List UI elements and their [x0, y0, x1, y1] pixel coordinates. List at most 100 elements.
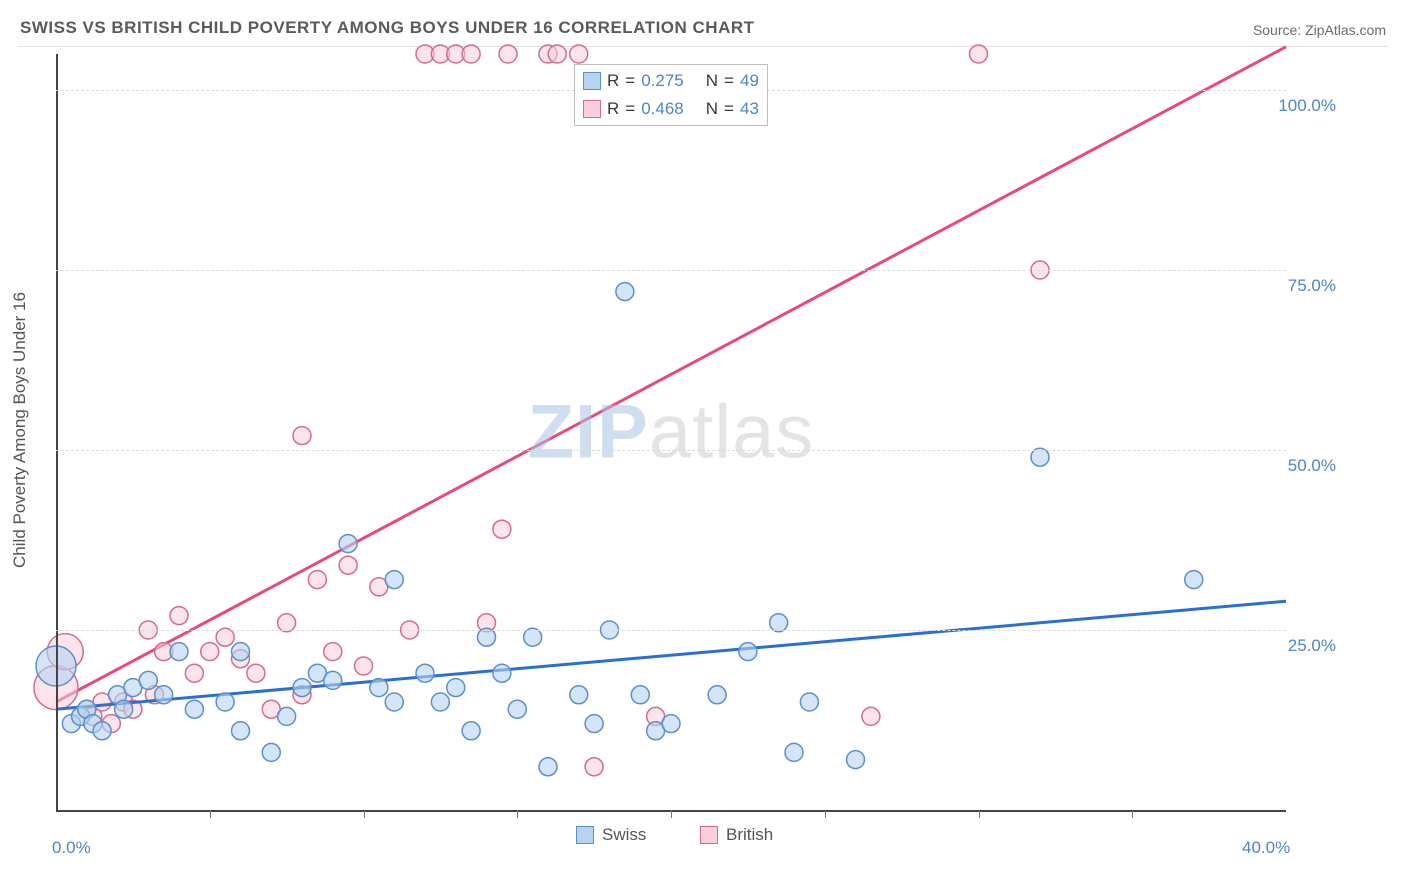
- data-point: [185, 664, 203, 682]
- data-point: [155, 686, 173, 704]
- y-tick-label: 50.0%: [1288, 456, 1336, 476]
- data-point: [385, 571, 403, 589]
- x-tick-mark: [825, 810, 826, 818]
- data-point: [185, 700, 203, 718]
- plot-area: ZIPatlas: [56, 54, 1286, 810]
- n-label-2: N: [706, 99, 718, 119]
- stats-row-swiss: R = 0.275 N = 49: [583, 67, 759, 95]
- r-label: R: [607, 71, 619, 91]
- data-point: [493, 664, 511, 682]
- british-swatch: [583, 100, 601, 118]
- data-point: [247, 664, 265, 682]
- data-point: [308, 571, 326, 589]
- data-point: [508, 700, 526, 718]
- data-point: [800, 693, 818, 711]
- bottom-legend-british: British: [700, 825, 773, 845]
- data-point: [201, 643, 219, 661]
- eq-label-3: =: [625, 99, 635, 119]
- data-point: [462, 722, 480, 740]
- chart-container: SWISS VS BRITISH CHILD POVERTY AMONG BOY…: [0, 0, 1406, 892]
- r-label-2: R: [607, 99, 619, 119]
- data-point: [585, 758, 603, 776]
- data-point: [416, 664, 434, 682]
- swiss-r-value: 0.275: [641, 71, 684, 91]
- british-r-value: 0.468: [641, 99, 684, 119]
- data-point: [139, 671, 157, 689]
- data-point: [548, 45, 566, 63]
- x-tick-label: 0.0%: [52, 838, 91, 858]
- data-point: [662, 715, 680, 733]
- bottom-legend-swiss: Swiss: [576, 825, 646, 845]
- british-swatch-bottom: [700, 826, 718, 844]
- data-point: [570, 686, 588, 704]
- y-tick-label: 75.0%: [1288, 276, 1336, 296]
- chart-title: SWISS VS BRITISH CHILD POVERTY AMONG BOY…: [20, 18, 755, 38]
- stats-legend: R = 0.275 N = 49 R = 0.468 N = 43: [574, 64, 768, 126]
- y-tick-label: 25.0%: [1288, 636, 1336, 656]
- data-point: [170, 607, 188, 625]
- data-point: [585, 715, 603, 733]
- data-point: [93, 722, 111, 740]
- data-point: [493, 520, 511, 538]
- x-tick-mark: [364, 810, 365, 818]
- data-point: [847, 751, 865, 769]
- x-tick-mark: [1132, 810, 1133, 818]
- data-point: [370, 679, 388, 697]
- x-tick-mark: [979, 810, 980, 818]
- data-point: [232, 643, 250, 661]
- eq-label: =: [625, 71, 635, 91]
- header-divider: [18, 46, 1388, 47]
- data-point: [462, 45, 480, 63]
- data-point: [293, 427, 311, 445]
- x-tick-mark: [210, 810, 211, 818]
- stats-row-british: R = 0.468 N = 43: [583, 95, 759, 123]
- x-tick-label: 40.0%: [1242, 838, 1290, 858]
- x-tick-mark: [517, 810, 518, 818]
- data-point: [1185, 571, 1203, 589]
- data-point: [115, 700, 133, 718]
- grid-line: [56, 270, 1286, 271]
- data-point: [447, 679, 465, 697]
- data-point: [278, 707, 296, 725]
- data-point: [232, 722, 250, 740]
- data-point: [170, 643, 188, 661]
- data-point: [539, 758, 557, 776]
- plot-svg: [56, 54, 1286, 810]
- grid-line: [56, 450, 1286, 451]
- data-point: [216, 693, 234, 711]
- swiss-legend-label: Swiss: [602, 825, 646, 845]
- data-point: [616, 283, 634, 301]
- swiss-swatch: [583, 72, 601, 90]
- data-point: [385, 693, 403, 711]
- y-axis-title: Child Poverty Among Boys Under 16: [10, 70, 30, 790]
- swiss-n-value: 49: [740, 71, 759, 91]
- data-point: [339, 556, 357, 574]
- y-axis-line: [56, 54, 58, 810]
- source-label: Source: ZipAtlas.com: [1253, 22, 1386, 38]
- n-label: N: [706, 71, 718, 91]
- data-point: [324, 643, 342, 661]
- data-point: [708, 686, 726, 704]
- y-tick-label: 100.0%: [1278, 96, 1336, 116]
- trend-line: [56, 47, 1286, 702]
- data-point: [785, 743, 803, 761]
- data-point: [862, 707, 880, 725]
- british-legend-label: British: [726, 825, 773, 845]
- eq-label-2: =: [724, 71, 734, 91]
- data-point: [339, 535, 357, 553]
- grid-line: [56, 630, 1286, 631]
- data-point: [324, 671, 342, 689]
- data-point: [262, 743, 280, 761]
- data-point: [739, 643, 757, 661]
- data-point: [499, 45, 517, 63]
- eq-label-4: =: [724, 99, 734, 119]
- british-n-value: 43: [740, 99, 759, 119]
- data-point: [355, 657, 373, 675]
- data-point: [431, 693, 449, 711]
- data-point: [631, 686, 649, 704]
- data-point: [293, 679, 311, 697]
- data-point: [970, 45, 988, 63]
- x-tick-mark: [671, 810, 672, 818]
- data-point: [570, 45, 588, 63]
- swiss-swatch-bottom: [576, 826, 594, 844]
